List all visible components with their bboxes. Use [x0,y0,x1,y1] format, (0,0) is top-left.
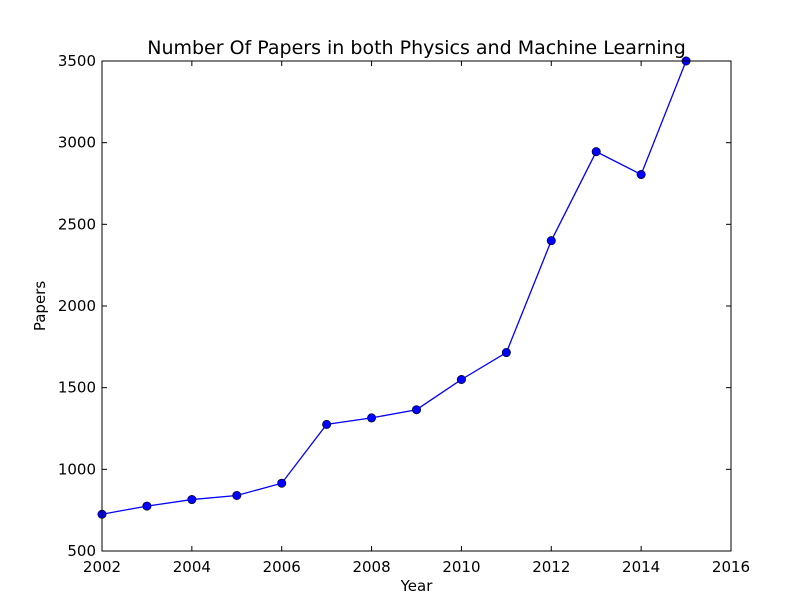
y-tick-label: 3500 [58,52,96,70]
x-tick-label: 2008 [352,558,390,576]
series-layer [97,56,691,519]
x-axis-label: Year [400,577,434,595]
data-point [546,236,556,246]
y-tick-label: 2500 [58,215,96,233]
x-tick-label: 2014 [622,558,660,576]
data-point [456,374,466,384]
x-tick-label: 2004 [173,558,211,576]
data-point [411,405,421,415]
chart-title: Number Of Papers in both Physics and Mac… [147,37,686,59]
y-tick-label: 2000 [58,297,96,315]
y-tick-label: 3000 [58,134,96,152]
series-line [101,60,687,515]
y-axis: 500 1000 1500 2000 2500 3000 3500 [58,52,731,560]
data-point [142,501,152,511]
data-point [636,170,646,180]
x-tick-label: 2002 [83,558,121,576]
x-tick-label: 2010 [442,558,480,576]
y-tick-label: 500 [67,542,96,560]
plot-area [102,61,731,551]
x-tick-label: 2016 [712,558,750,576]
x-tick-label: 2012 [532,558,570,576]
data-point [232,490,242,500]
y-tick-label: 1500 [58,379,96,397]
plot-frame [101,60,732,552]
data-point [501,348,511,358]
data-point [367,413,377,423]
y-axis-label: Papers [31,281,49,331]
data-point [277,478,287,488]
data-point [591,147,601,157]
data-point [322,419,332,429]
y-tick-label: 1000 [58,460,96,478]
x-tick-label: 2006 [263,558,301,576]
x-axis: 2002 2004 2006 2008 2010 2012 2014 2016 [83,61,750,576]
data-point [187,495,197,505]
